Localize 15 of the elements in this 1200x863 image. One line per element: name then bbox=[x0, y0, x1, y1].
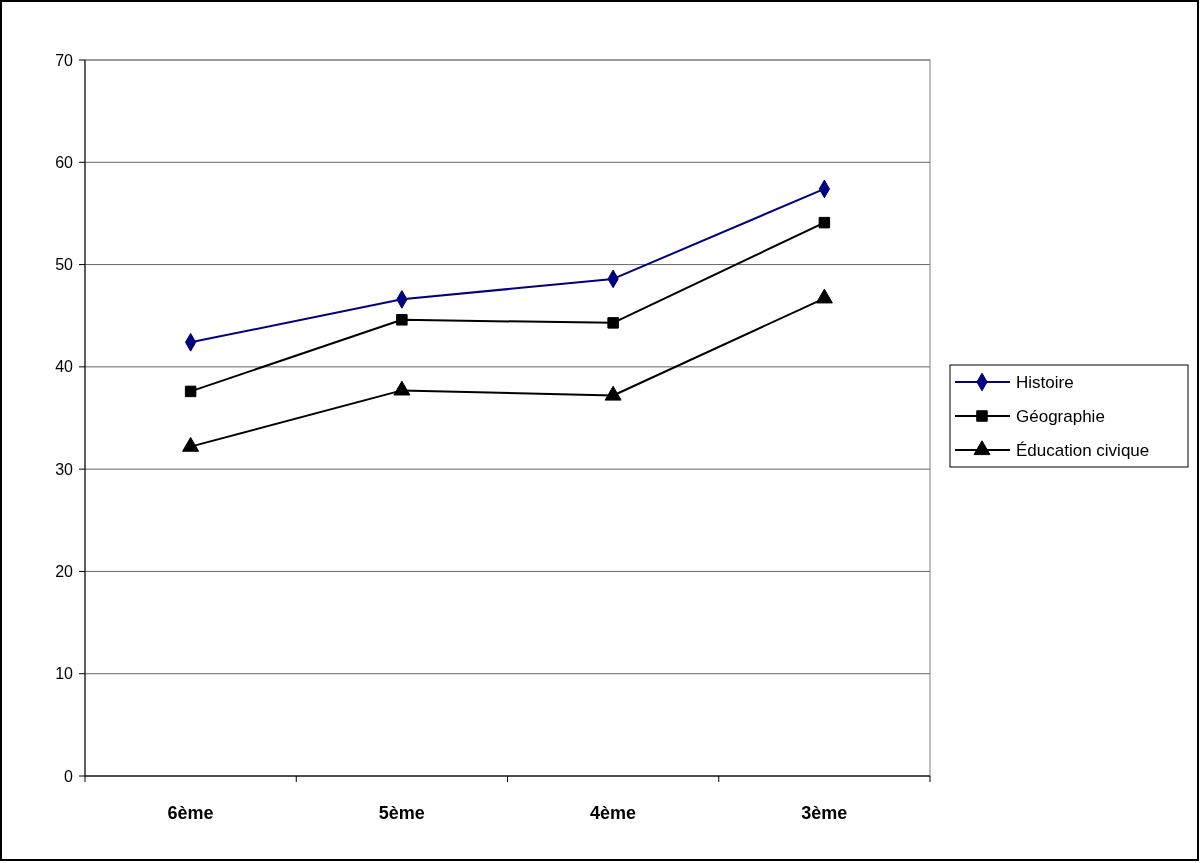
y-tick-label: 50 bbox=[55, 256, 74, 274]
legend-label: Géographie bbox=[1016, 406, 1105, 426]
y-tick-label: 30 bbox=[55, 460, 74, 478]
y-tick-label: 60 bbox=[55, 153, 74, 171]
y-tick-label: 20 bbox=[55, 563, 74, 581]
y-tick-label: 0 bbox=[64, 767, 74, 785]
legend-label: Histoire bbox=[1016, 372, 1074, 392]
x-tick-label: 5ème bbox=[378, 803, 425, 823]
x-tick-label: 3ème bbox=[801, 803, 848, 823]
y-tick-label: 40 bbox=[55, 358, 74, 376]
y-tick-label: 10 bbox=[55, 665, 74, 683]
legend-label: Éducation civique bbox=[1016, 440, 1150, 460]
y-tick-label: 70 bbox=[55, 51, 74, 69]
x-tick-label: 6ème bbox=[167, 803, 214, 823]
x-tick-label: 4ème bbox=[590, 803, 637, 823]
